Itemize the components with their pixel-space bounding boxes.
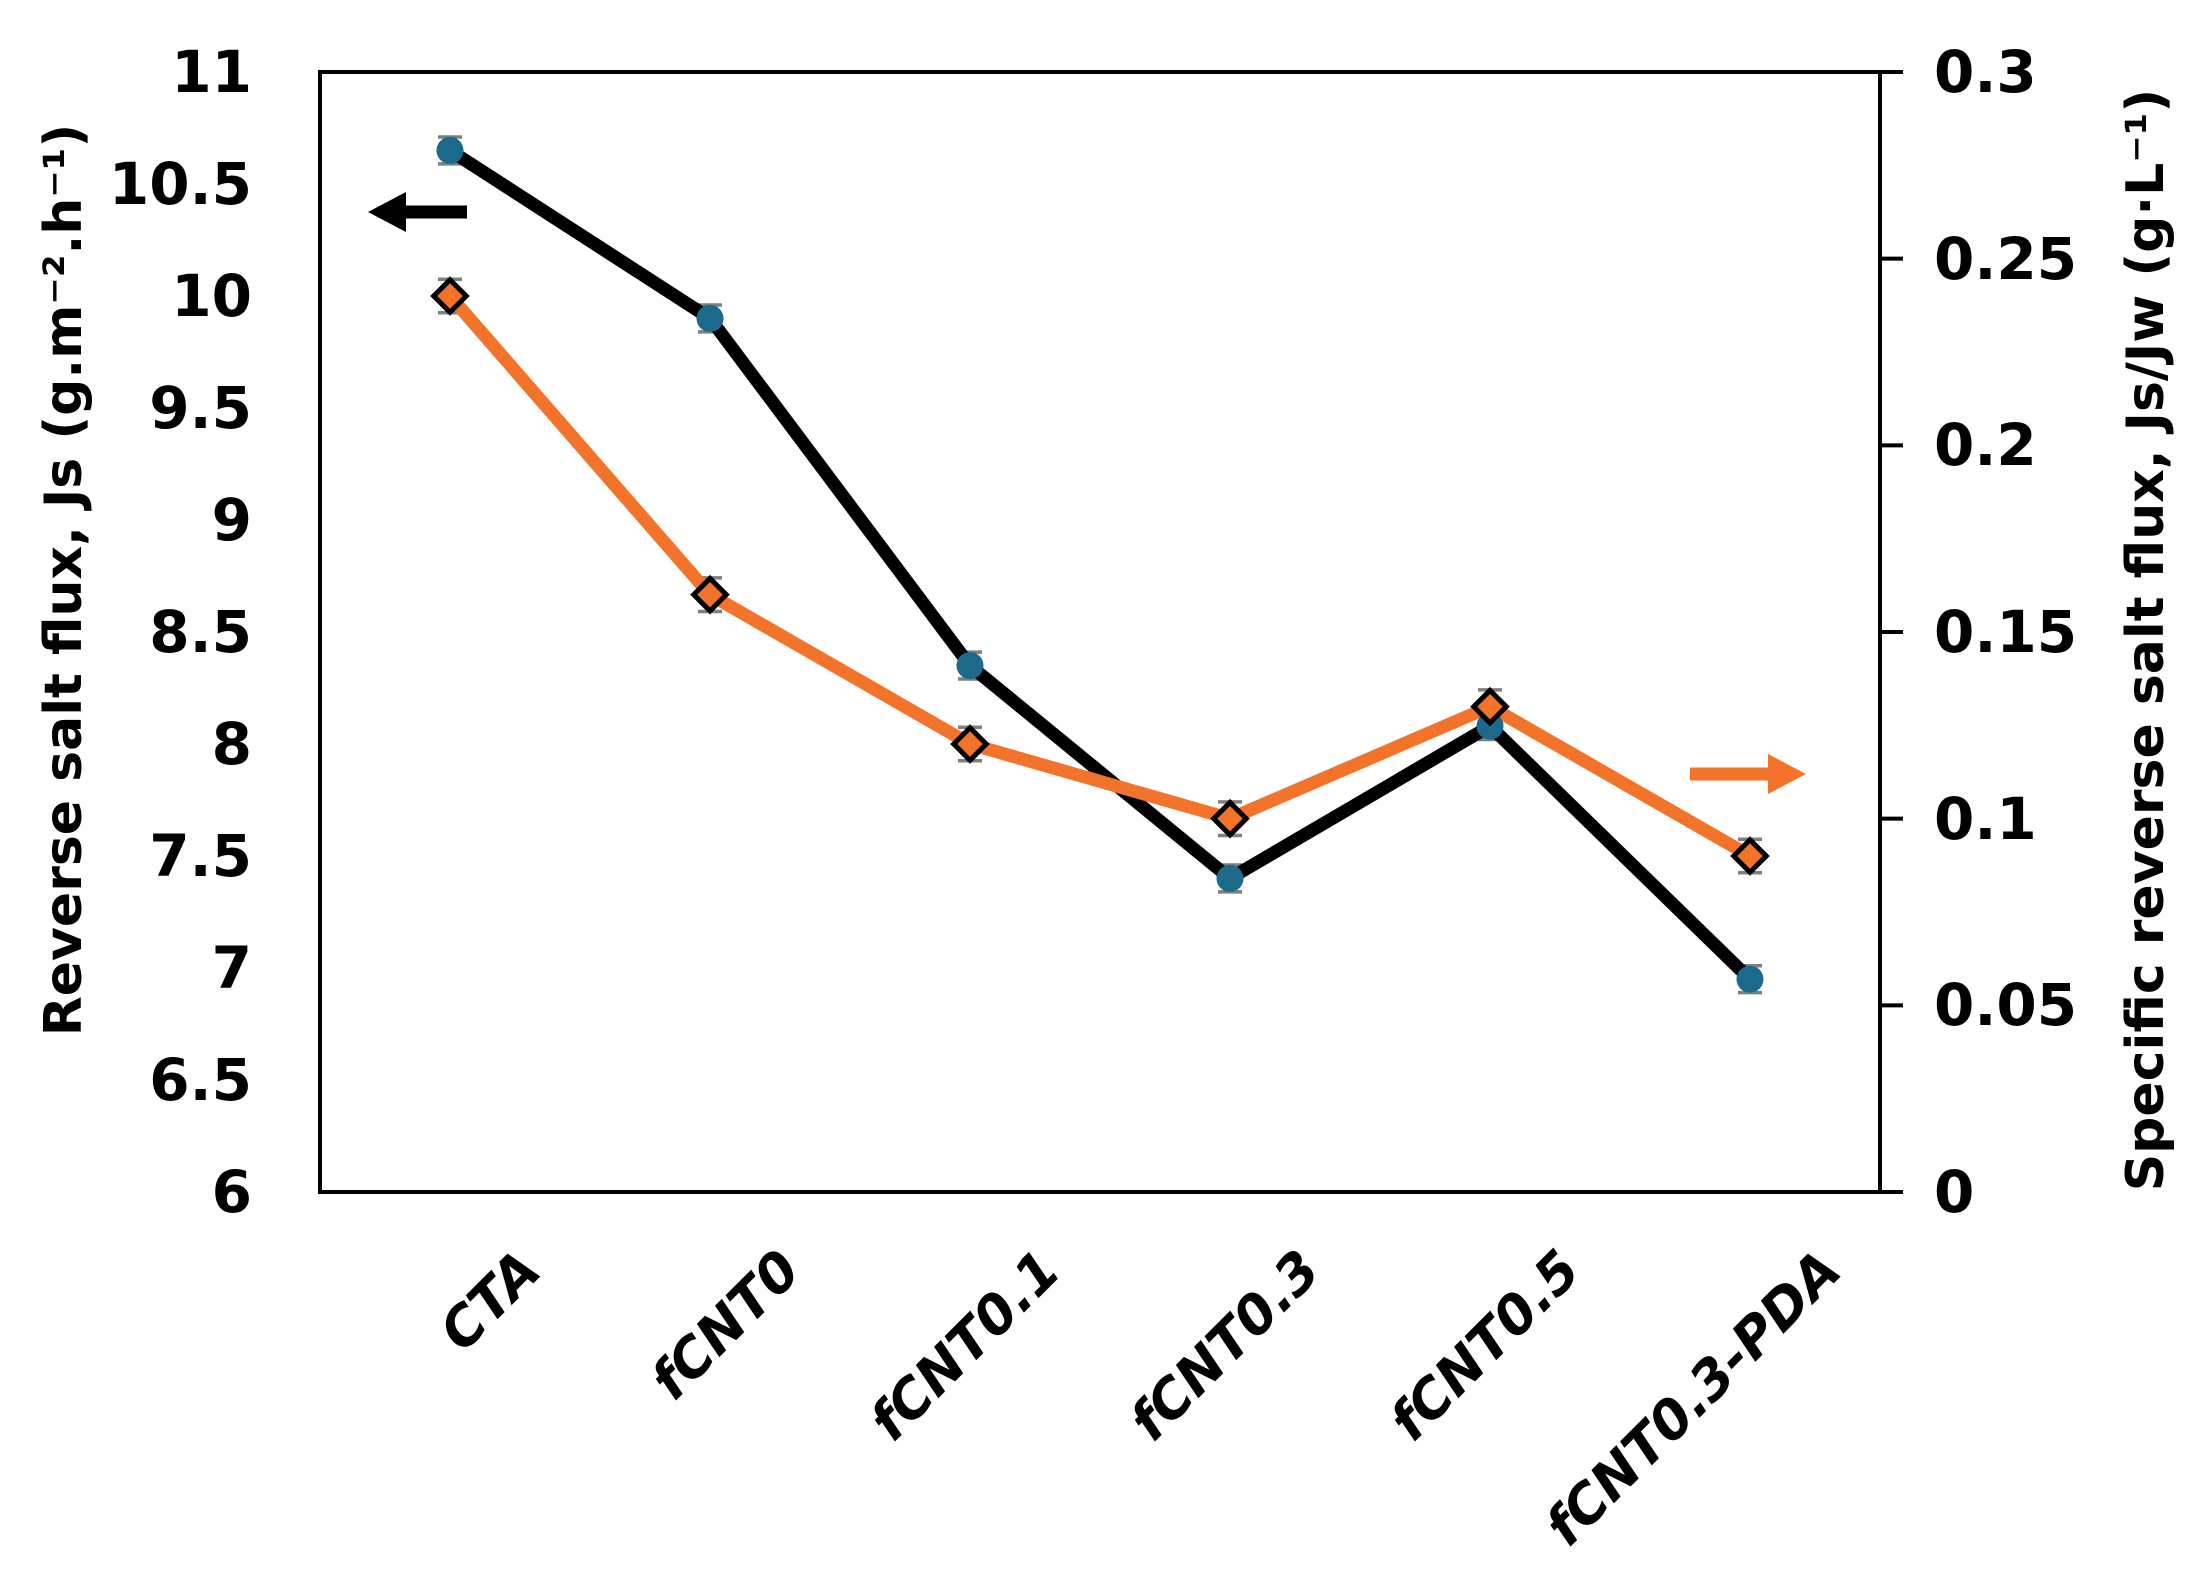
- right-arrow-annotation: [1690, 754, 1806, 794]
- right-axis-title: Specific reverse salt flux, Js/Jw (g·L⁻¹…: [2116, 88, 2176, 1192]
- left-axis-tick-label: 8: [211, 710, 252, 778]
- left-axis-tick-label: 10: [171, 262, 252, 330]
- left-arrow-annotation: [368, 192, 467, 232]
- series-markers-0: [436, 136, 1764, 993]
- right-axis-tick-label: 0.1: [1934, 784, 2037, 853]
- left-axis-tick-label: 8.5: [149, 598, 252, 666]
- left-axis-tick-label: 7.5: [149, 822, 252, 890]
- left-axis-tick-label: 10.5: [108, 150, 252, 218]
- right-axis-tick-label: 0.25: [1934, 224, 2078, 293]
- left-axis-tick-label: 6.5: [149, 1046, 252, 1114]
- right-axis-tick-label: 0.15: [1934, 598, 2078, 666]
- series-line-1: [445, 291, 1754, 862]
- right-axis-tick-label: 0.05: [1934, 971, 2078, 1040]
- left-axis-tick-label: 9.5: [149, 374, 252, 442]
- right-axis-ticks: [1880, 70, 1903, 1194]
- left-axis-tick-label: 6: [211, 1158, 252, 1226]
- right-axis-tick-label: 0.3: [1934, 38, 2037, 106]
- series-markers-1: [430, 276, 1770, 876]
- left-axis-tick-label: 9: [211, 486, 252, 554]
- series-line-0: [446, 144, 1755, 984]
- right-axis-tick-label: 0: [1934, 1158, 1975, 1226]
- plot-frame: [318, 70, 1882, 1194]
- right-axis-tick-label: 0.2: [1934, 411, 2037, 480]
- left-axis-title: Reverse salt flux, Js (g.m⁻².h⁻¹): [34, 123, 94, 1037]
- left-axis-tick-label: 7: [211, 934, 252, 1002]
- left-axis-tick-label: 11: [171, 38, 252, 106]
